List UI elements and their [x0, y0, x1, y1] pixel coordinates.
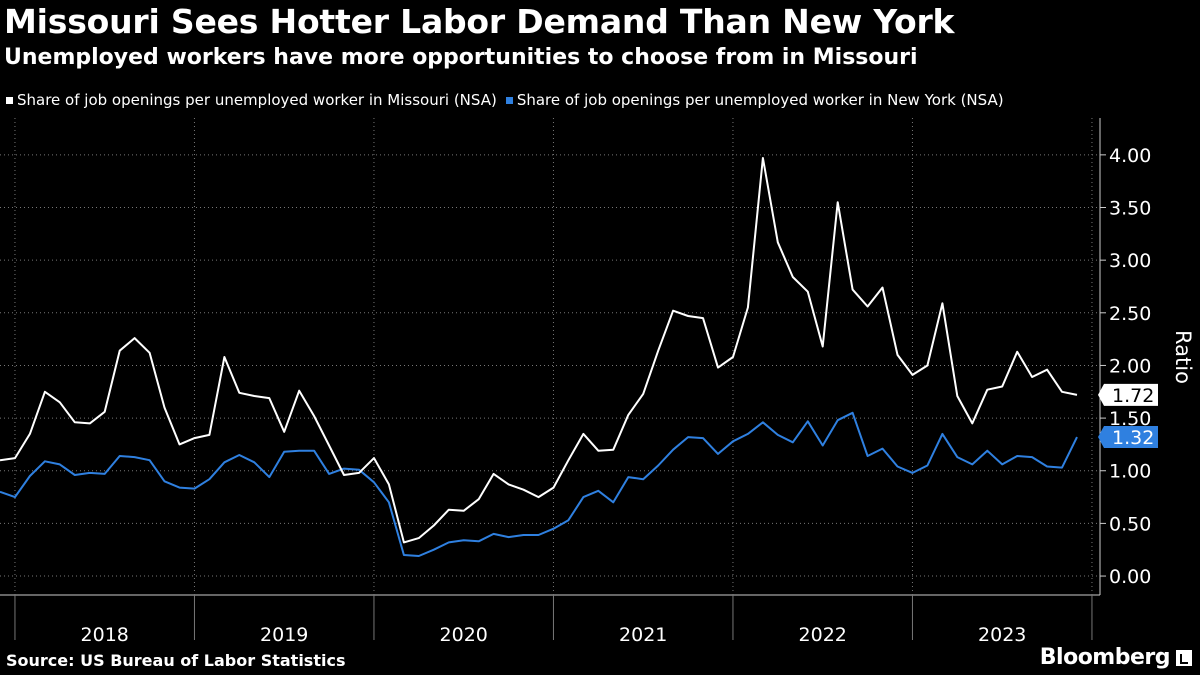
chart-subtitle: Unemployed workers have more opportuniti… — [4, 45, 918, 70]
legend-item-missouri: Share of job openings per unemployed wor… — [6, 91, 497, 109]
x-tick-label: 2022 — [799, 624, 847, 646]
y-tick-label: 0.50 — [1109, 513, 1151, 535]
x-tick-label: 2021 — [619, 624, 667, 646]
legend: Share of job openings per unemployed wor… — [6, 91, 1013, 109]
y-tick-label: 1.00 — [1109, 461, 1151, 483]
y-tick-label: 3.50 — [1109, 198, 1151, 220]
end-value-label-missouri: 1.72 — [1112, 385, 1154, 407]
brand-name: Bloomberg — [1039, 645, 1171, 670]
x-tick-label: 2018 — [81, 624, 129, 646]
x-tick-label: 2023 — [978, 624, 1026, 646]
y-tick-label: 0.00 — [1109, 566, 1151, 588]
chart-title: Missouri Sees Hotter Labor Demand Than N… — [4, 2, 955, 41]
series-line-new-york — [0, 411, 1078, 557]
chart-icon — [1176, 649, 1192, 666]
y-tick-label: 2.00 — [1109, 355, 1151, 377]
series-line-missouri — [0, 157, 1078, 544]
legend-swatch-missouri — [6, 96, 13, 104]
legend-label-new-york: Share of job openings per unemployed wor… — [516, 91, 1004, 109]
end-value-label-new-york: 1.32 — [1112, 427, 1154, 449]
end-label-box-missouri — [1098, 383, 1158, 406]
legend-swatch-new-york — [505, 96, 513, 104]
y-tick-label: 2.50 — [1109, 303, 1151, 325]
legend-item-new-york: Share of job openings per unemployed wor… — [505, 91, 1004, 109]
y-tick-label: 1.50 — [1109, 408, 1151, 430]
brand-logo: Bloomberg — [1040, 645, 1192, 670]
y-tick-label: 4.00 — [1109, 145, 1151, 167]
y-tick-label: 3.00 — [1109, 250, 1151, 272]
x-tick-label: 2020 — [440, 624, 488, 646]
end-label-box-new-york — [1098, 426, 1158, 449]
source-note: Source: US Bureau of Labor Statistics — [6, 651, 346, 670]
y-axis-title: Ratio — [1171, 330, 1195, 384]
legend-label-missouri: Share of job openings per unemployed wor… — [17, 91, 497, 109]
x-tick-label: 2019 — [260, 624, 308, 646]
